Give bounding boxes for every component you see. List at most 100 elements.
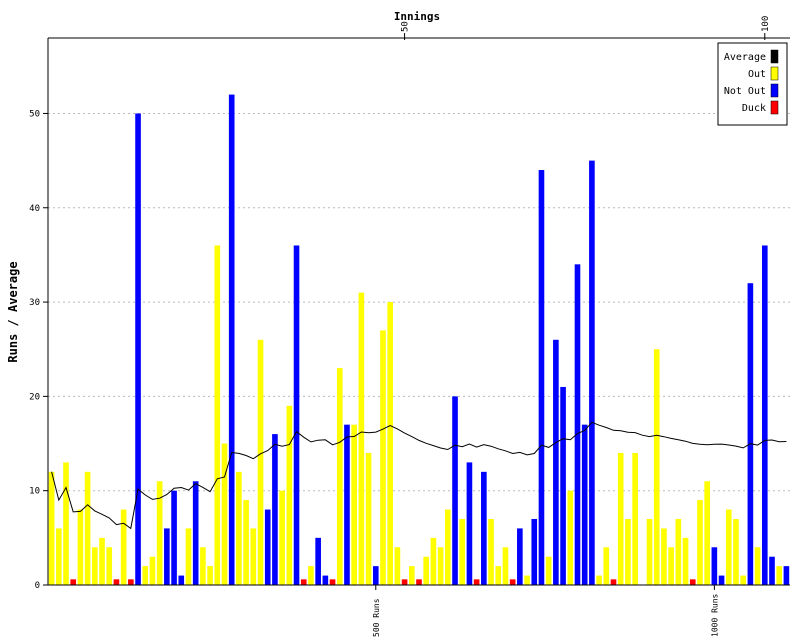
bar-not-out: [264, 509, 271, 585]
bar-out: [243, 500, 249, 585]
bar-not-out: [560, 386, 566, 585]
bar-not-out: [589, 160, 595, 585]
bottom-axis-ticks: 500 Runs 1000 Runs: [372, 585, 719, 637]
bar-out: [149, 556, 156, 585]
bar-not-out: [272, 434, 278, 585]
bar-out: [495, 566, 502, 585]
bar-out: [92, 547, 98, 585]
legend-swatch: [770, 49, 779, 64]
bar-out: [207, 566, 213, 585]
bar-not-out: [293, 245, 300, 586]
bar-not-out: [372, 566, 379, 585]
bar-out: [56, 528, 62, 585]
bar-out: [365, 452, 372, 585]
bar-duck: [113, 579, 120, 585]
bar-out: [661, 528, 667, 585]
bar-out: [214, 245, 221, 586]
bar-out: [279, 490, 285, 585]
axes: [47, 37, 790, 586]
bar-not-out: [747, 283, 754, 585]
bar-out: [646, 518, 653, 585]
bar-not-out: [581, 424, 588, 585]
legend-label: Duck: [742, 103, 766, 114]
bar-out: [63, 462, 69, 585]
bar-out: [351, 424, 357, 585]
bar-duck: [300, 579, 307, 585]
bar-out: [617, 452, 624, 585]
bar-duck: [401, 579, 408, 585]
legend-label: Out: [748, 69, 766, 80]
bar-not-out: [171, 490, 177, 585]
bar-out: [668, 547, 674, 585]
bar-out: [697, 500, 703, 585]
bar-out: [99, 537, 105, 585]
bar-out: [200, 547, 206, 585]
bar-not-out: [574, 264, 581, 585]
bar-not-out: [164, 528, 170, 585]
legend-label: Not Out: [724, 86, 766, 97]
bar-out: [675, 518, 682, 585]
bottom-tick-label: 1000 Runs: [710, 593, 719, 637]
bar-duck: [70, 579, 77, 585]
bar-duck: [416, 579, 422, 585]
bar-not-out: [711, 547, 718, 585]
bar-out: [733, 518, 739, 585]
y-tick-label: 30: [29, 298, 40, 308]
bar-out: [632, 452, 638, 585]
bar-out: [754, 547, 761, 585]
bar-not-out: [531, 518, 538, 585]
bar-out: [445, 509, 451, 585]
bar-out: [653, 349, 660, 585]
bar-out: [358, 292, 365, 585]
bar-out: [437, 547, 444, 585]
bar-out: [286, 405, 293, 585]
bar-out: [120, 509, 127, 585]
bar-out: [250, 528, 257, 585]
y-tick-label: 20: [29, 392, 40, 402]
bar-out: [430, 537, 437, 585]
bar-not-out: [322, 575, 329, 585]
bar-not-out: [538, 170, 545, 585]
legend: Average Out Not Out Duck: [717, 42, 788, 126]
legend-swatch: [770, 100, 779, 115]
bar-not-out: [481, 471, 487, 585]
bar-out: [77, 509, 84, 585]
bar-out: [423, 556, 430, 585]
top-tick-label: 50: [401, 21, 411, 32]
bar-not-out: [553, 339, 559, 585]
y-ticks: 0 10 20 30 40 50: [29, 109, 48, 591]
bar-out: [704, 481, 710, 585]
bar-out: [524, 575, 530, 585]
bar-duck: [509, 579, 516, 585]
average-line: [51, 421, 787, 530]
bar-out: [776, 566, 782, 585]
y-tick-label: 0: [35, 581, 40, 591]
bar-out: [336, 368, 343, 585]
bar-not-out: [769, 556, 775, 585]
bar-out: [257, 339, 264, 585]
bar-not-out: [466, 462, 473, 585]
bars: [48, 94, 790, 586]
bar-out: [488, 518, 494, 585]
bar-not-out: [761, 245, 768, 586]
y-tick-label: 10: [29, 487, 40, 497]
bar-out: [106, 547, 113, 585]
bar-not-out: [135, 113, 141, 585]
bar-out: [459, 518, 466, 585]
grid-lines: [48, 112, 790, 492]
bar-out: [308, 566, 314, 585]
top-axis-ticks: 50 100: [401, 16, 771, 40]
bar-duck: [473, 579, 480, 585]
bar-duck: [329, 579, 336, 585]
bar-out: [236, 471, 242, 585]
legend-swatch: [770, 83, 779, 98]
bar-out: [567, 490, 574, 585]
bar-out: [84, 471, 91, 585]
bar-out: [142, 566, 149, 585]
bar-out: [156, 481, 163, 585]
bar-out: [725, 509, 732, 585]
bottom-tick-label: 500 Runs: [372, 598, 381, 637]
bar-out: [596, 575, 602, 585]
y-tick-label: 40: [29, 204, 40, 214]
